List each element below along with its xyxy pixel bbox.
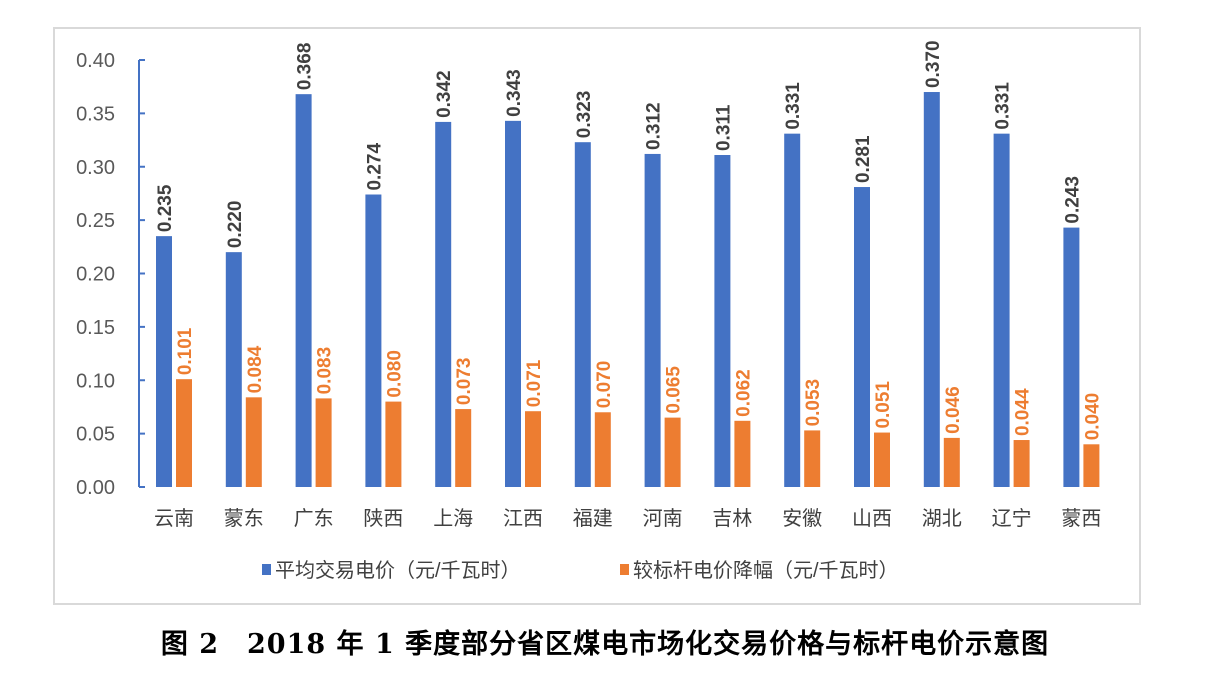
data-label: 0.235 <box>155 184 176 232</box>
data-label: 0.370 <box>923 40 944 88</box>
x-category-label: 江西 <box>503 507 543 530</box>
legend-label: 平均交易电价（元/千瓦时） <box>275 559 521 582</box>
data-label: 0.331 <box>993 82 1014 130</box>
bar-avg-price <box>923 92 940 488</box>
bar-avg-price <box>854 187 870 487</box>
data-label: 0.323 <box>574 91 595 139</box>
x-category-label: 山西 <box>852 507 892 530</box>
y-tick-label: 0.00 <box>76 477 115 499</box>
data-label: 0.331 <box>783 82 804 130</box>
data-label: 0.046 <box>943 386 964 434</box>
bar-reduction <box>1013 440 1030 487</box>
bar-reduction <box>176 379 192 487</box>
bar-reduction <box>874 432 890 487</box>
bar-reduction <box>455 409 472 487</box>
bar-reduction <box>245 397 262 487</box>
bar-avg-price <box>1063 227 1080 487</box>
bar-avg-price <box>435 121 452 487</box>
chart-frame <box>53 27 1141 605</box>
data-label: 0.243 <box>1062 176 1083 224</box>
data-label: 0.070 <box>594 361 615 409</box>
data-label: 0.053 <box>803 379 824 427</box>
x-category-label: 安徽 <box>782 507 822 530</box>
x-category-label: 蒙东 <box>224 507 264 530</box>
chart-caption: 图 2 2018 年 1 季度部分省区煤电市场化交易价格与标杆电价示意图 <box>160 629 1050 660</box>
data-label: 0.040 <box>1082 393 1103 441</box>
data-label: 0.281 <box>853 135 874 183</box>
legend-label: 较标杆电价降幅（元/千瓦时） <box>633 559 899 582</box>
bar-reduction <box>943 437 960 487</box>
bar-avg-price <box>156 236 172 487</box>
bar-avg-price <box>784 133 801 487</box>
data-label: 0.274 <box>364 143 385 191</box>
x-category-label: 辽宁 <box>992 507 1032 530</box>
y-tick-label: 0.40 <box>76 50 115 72</box>
x-category-label: 河南 <box>643 507 683 530</box>
bar-reduction <box>664 417 681 487</box>
y-tick-label: 0.20 <box>76 264 115 286</box>
data-label: 0.342 <box>434 70 455 118</box>
data-label: 0.343 <box>504 69 525 117</box>
data-label: 0.080 <box>384 350 405 398</box>
data-label: 0.065 <box>664 366 685 414</box>
legend-swatch <box>262 564 271 575</box>
x-category-label: 吉林 <box>712 507 752 530</box>
bar-avg-price <box>993 133 1010 487</box>
bar-avg-price <box>644 153 661 487</box>
y-tick-label: 0.15 <box>76 317 115 339</box>
y-tick-label: 0.10 <box>76 370 115 392</box>
data-label: 0.051 <box>873 381 894 429</box>
bar-reduction <box>525 411 541 487</box>
data-label: 0.073 <box>454 358 475 406</box>
bar-avg-price <box>574 142 591 487</box>
x-category-label: 蒙西 <box>1061 507 1101 530</box>
data-label: 0.062 <box>733 369 754 417</box>
data-label: 0.084 <box>245 345 266 393</box>
data-label: 0.368 <box>295 43 316 91</box>
bar-avg-price <box>365 194 382 487</box>
y-tick-label: 0.05 <box>76 424 115 446</box>
data-label: 0.312 <box>644 102 665 150</box>
data-label: 0.044 <box>1013 388 1034 436</box>
bar-reduction <box>734 420 751 487</box>
x-category-label: 广东 <box>294 507 334 530</box>
data-label: 0.311 <box>713 104 734 151</box>
data-label: 0.101 <box>175 327 196 375</box>
bar-reduction <box>385 401 402 487</box>
data-label: 0.071 <box>524 359 545 407</box>
x-category-label: 湖北 <box>922 507 962 530</box>
bar-reduction <box>594 412 611 487</box>
bar-avg-price <box>295 94 312 487</box>
x-category-label: 福建 <box>573 507 613 530</box>
bar-reduction <box>1083 444 1100 487</box>
y-tick-label: 0.35 <box>76 103 115 125</box>
bar-avg-price <box>714 155 731 487</box>
bar-avg-price <box>505 120 521 487</box>
y-tick-label: 0.30 <box>76 157 115 179</box>
data-label: 0.083 <box>315 347 336 395</box>
bar-reduction <box>315 398 332 487</box>
y-tick-label: 0.25 <box>76 210 115 232</box>
x-category-label: 陕西 <box>363 507 403 530</box>
x-category-label: 云南 <box>154 507 194 530</box>
bar-reduction <box>804 430 821 487</box>
x-category-label: 上海 <box>433 507 473 530</box>
legend-swatch <box>620 564 629 575</box>
bar-avg-price <box>225 252 242 487</box>
data-label: 0.220 <box>225 201 246 249</box>
